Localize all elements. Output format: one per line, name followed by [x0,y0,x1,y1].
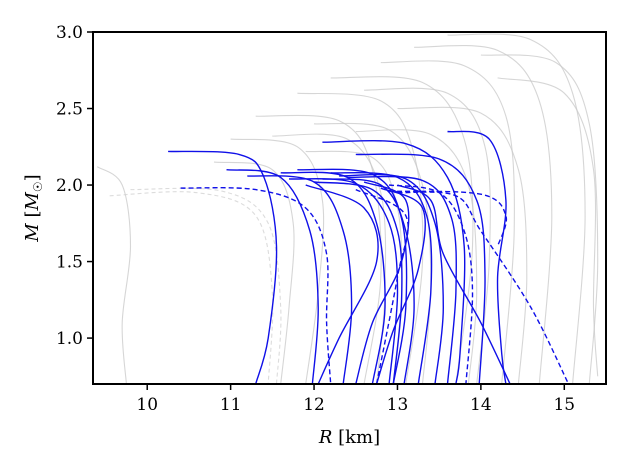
y-axis-label: M [M☉] [22,174,45,242]
highlight-curve-12 [355,181,410,384]
background-curve-25 [130,187,282,384]
x-axis: 10 11 12 13 14 15 [136,384,575,415]
background-curves [96,33,599,384]
highlight-curve-1 [226,169,319,384]
highlight-curve-5 [322,178,415,384]
background-curve-40 [313,122,432,384]
background-curve-27 [255,114,382,384]
highlight-curve-6 [330,171,433,384]
background-curve-38 [364,87,491,384]
background-curve-34 [355,129,478,384]
background-curve-24 [109,191,274,384]
highlight-curve-22 [355,188,409,384]
background-curve-36 [397,106,528,384]
x-tick-label: 14 [470,395,492,415]
background-curve-29 [330,76,474,384]
background-curve-37 [213,161,295,384]
highlighted-curves [168,130,570,384]
y-tick-label: 2.0 [56,176,83,196]
background-curve-41 [272,133,387,384]
x-tick-label: 13 [387,395,409,415]
y-tick-label: 1.0 [56,329,83,349]
highlight-curve-0 [168,150,278,384]
y-tick-label: 1.5 [56,253,83,273]
highlight-curve-4 [297,168,408,384]
highlight-curve-21 [389,190,508,247]
x-axis-label: R [km] [318,427,380,448]
x-tick-label: 11 [220,395,242,415]
x-tick-label: 15 [553,395,575,415]
y-tick-label: 2.5 [56,100,83,120]
highlight-curve-8 [347,175,457,384]
background-curve-39 [497,77,599,377]
background-curve-28 [297,92,424,384]
background-curve-33 [480,54,599,384]
highlight-curve-10 [355,153,486,384]
highlight-curve-3 [280,171,386,384]
background-curve-26 [230,138,325,384]
background-curve-32 [447,33,586,384]
y-axis: 1.0 1.5 2.0 2.5 3.0 [56,23,93,349]
x-tick-label: 10 [136,395,158,415]
highlight-curve-9 [322,140,466,384]
highlight-curve-11 [447,130,507,384]
plot-frame [92,31,607,385]
highlight-curve-15 [397,184,511,384]
highlight-curve-7 [339,173,445,384]
highlight-curve-17 [288,178,399,384]
background-curve-23 [96,166,132,384]
x-tick-label: 12 [303,395,325,415]
background-curve-30 [380,60,515,384]
highlight-curve-18 [180,187,332,384]
y-tick-label: 3.0 [56,23,83,43]
highlight-curve-13 [305,184,379,384]
highlight-curve-2 [247,175,353,384]
highlight-curve-14 [375,187,426,384]
highlight-curve-19 [388,184,474,384]
background-curve-31 [414,45,553,384]
